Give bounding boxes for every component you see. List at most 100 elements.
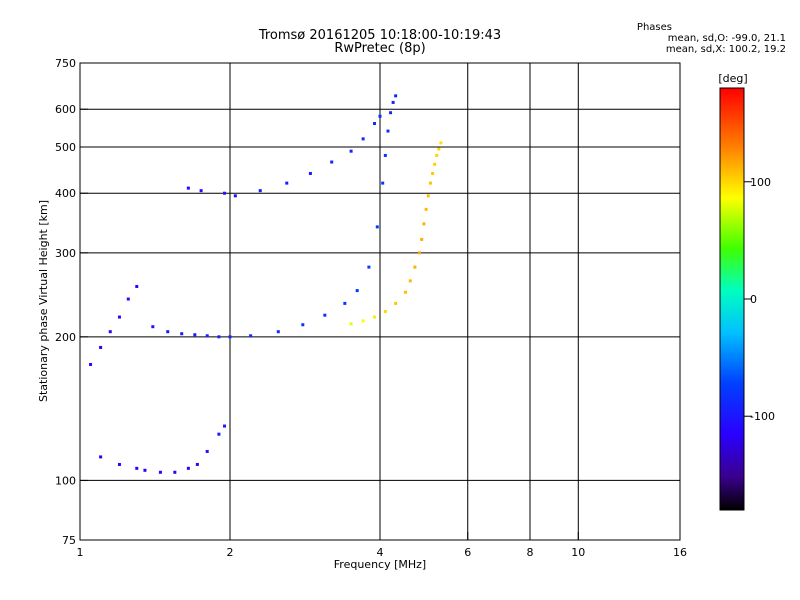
grid-lines [80,63,680,540]
data-point [343,301,347,305]
y-tick-label: 300 [55,247,76,260]
data-point [373,122,377,126]
data-point [205,334,209,338]
data-point [258,189,262,193]
x-tick-label: 4 [377,546,384,559]
data-point [180,332,184,336]
x-tick-label: 6 [464,546,471,559]
data-points [89,94,443,474]
data-point [383,153,387,157]
data-point [378,114,382,118]
y-tick-label: 400 [55,187,76,200]
data-point [158,470,162,474]
data-point [413,265,417,269]
x-tick-label: 1 [77,546,84,559]
x-tick-label: 8 [527,546,534,559]
data-point [431,171,435,175]
y-tick-label: 75 [62,534,76,547]
data-point [217,335,221,339]
data-point [117,315,121,319]
data-point [108,330,112,334]
data-point [330,160,334,164]
data-point [193,333,197,337]
data-point [437,147,441,151]
data-point [186,186,190,190]
data-point [135,284,139,288]
data-point [386,129,390,133]
stats-header: Phases [636,22,672,33]
y-tick-label: 600 [55,103,76,116]
colorbar-tick-label: 100 [750,176,771,189]
axis-ticks: 1 2 4 6 8 10 16 75 100 200 300 400 500 600 750 [55,57,687,559]
data-point [361,137,365,141]
data-point [420,237,424,241]
stats-line-x: mean, sd,X: 100.2, 19.2 [665,44,786,55]
data-point [223,191,227,195]
data-point [308,171,312,175]
x-axis-label: Frequency [MHz] [334,558,426,571]
data-point [195,462,199,466]
y-tick-label: 750 [55,57,76,70]
data-point [381,181,385,185]
data-point [233,194,237,198]
colorbar-tick-label: -100 [750,410,775,423]
data-point [223,424,227,428]
data-point [126,297,130,301]
data-point [228,335,232,339]
data-point [186,466,190,470]
data-point [373,315,377,319]
data-point [403,290,407,294]
data-point [151,325,155,329]
x-tick-label: 2 [227,546,234,559]
data-point [323,313,327,317]
colorbar-tick-label: 0 [750,293,757,306]
data-point [361,319,365,323]
data-point [199,189,203,193]
x-tick-label: 10 [571,546,585,559]
data-point [426,194,430,198]
data-point [391,100,395,104]
data-point [389,111,393,115]
colorbar-ticks: 100 0 -100 [744,176,775,423]
data-point [383,309,387,313]
data-point [99,345,103,349]
data-point [367,265,371,269]
y-tick-label: 200 [55,331,76,344]
y-tick-label: 100 [55,474,76,487]
colorbar-label: [deg] [718,72,747,85]
data-point [285,181,289,185]
data-point [349,149,353,153]
colorbar [719,87,745,511]
data-point [439,141,443,145]
data-point [428,181,432,185]
x-tick-label: 16 [673,546,687,559]
y-tick-label: 500 [55,141,76,154]
data-point [143,468,147,472]
y-axis-label: Stationary phase Virtual Height [km] [37,200,50,402]
data-point [394,94,398,98]
data-point [349,322,353,326]
data-point [422,222,426,226]
data-point [276,330,280,334]
data-point [375,225,379,229]
stats-line-o: mean, sd,O: -99.0, 21.1 [667,33,786,44]
data-point [433,162,437,166]
data-point [249,334,253,338]
data-point [355,289,359,293]
data-point [217,432,221,436]
data-point [435,153,439,157]
data-point [135,466,139,470]
data-point [117,462,121,466]
data-point [424,207,428,211]
data-point [173,470,177,474]
data-point [408,279,412,283]
chart-subtitle: RwPretec (8p) [334,41,426,56]
data-point [89,362,93,366]
chart-title: Tromsø 20161205 10:18:00-10:19:43 [258,28,502,43]
data-point [205,449,209,453]
data-point [301,323,305,327]
data-point [394,301,398,305]
data-point [417,251,421,255]
data-point [99,455,103,459]
